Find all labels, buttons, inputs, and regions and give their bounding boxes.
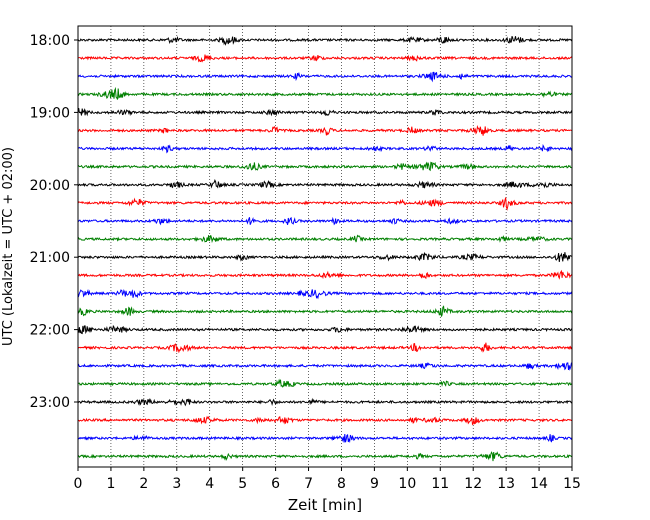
x-tick-label: 4 [205, 476, 214, 492]
y-tick-label: 19:00 [30, 105, 70, 121]
y-axis-ticks: 18:00 19:00 20:00 21:00 22:00 23:00 [30, 33, 78, 411]
x-axis-ticks: 0 1 2 3 4 5 6 7 8 9 10 11 12 13 14 15 [74, 467, 581, 492]
seismogram-trace [77, 54, 573, 63]
seismogram-trace [77, 35, 573, 46]
x-tick-label: 13 [497, 476, 515, 492]
seismogram-trace [77, 378, 573, 388]
seismogram-trace [77, 197, 573, 211]
x-tick-label: 7 [304, 476, 313, 492]
seismogram-trace [77, 144, 573, 154]
x-tick-label: 9 [370, 476, 379, 492]
seismogram-trace [77, 216, 573, 226]
x-axis-label: Zeit [min] [288, 496, 362, 514]
y-tick-label: 18:00 [30, 33, 70, 49]
seismogram-trace [77, 362, 573, 371]
x-tick-label: 5 [238, 476, 247, 492]
seismogram-trace [77, 415, 573, 426]
seismogram-trace [77, 178, 573, 189]
y-tick-label: 20:00 [30, 178, 70, 194]
seismogram-trace [77, 397, 573, 407]
y-tick-label: 21:00 [30, 250, 70, 266]
seismogram-trace [77, 107, 573, 117]
y-tick-label: 23:00 [30, 395, 70, 411]
x-tick-label: 8 [337, 476, 346, 492]
seismogram-trace [77, 234, 573, 244]
x-tick-label: 0 [74, 476, 83, 492]
seismogram-trace [77, 251, 573, 263]
seismogram-trace [77, 451, 573, 462]
seismogram-trace [77, 161, 573, 172]
y-axis-label: UTC (Lokalzeit = UTC + 02:00) [1, 147, 16, 346]
x-tick-label: 15 [563, 476, 581, 492]
trace-group [77, 35, 573, 462]
x-tick-label: 14 [530, 476, 548, 492]
seismogram-trace [77, 269, 573, 280]
x-tick-label: 3 [172, 476, 181, 492]
plot-frame [77, 25, 573, 468]
y-tick-label: 22:00 [30, 323, 70, 339]
x-tick-label: 6 [271, 476, 280, 492]
x-tick-label: 12 [464, 476, 482, 492]
seismogram-trace [77, 86, 573, 100]
seismogram-trace [77, 288, 573, 300]
seismogram-trace [77, 305, 573, 317]
seismogram-trace [77, 324, 573, 335]
x-tick-label: 11 [431, 476, 449, 492]
seismogram-trace [77, 125, 573, 136]
x-tick-label: 2 [139, 476, 148, 492]
x-tick-label: 1 [106, 476, 115, 492]
seismogram-trace [77, 71, 573, 83]
seismogram-trace [77, 342, 573, 354]
x-tick-label: 10 [398, 476, 416, 492]
seismogram-trace [77, 433, 573, 444]
